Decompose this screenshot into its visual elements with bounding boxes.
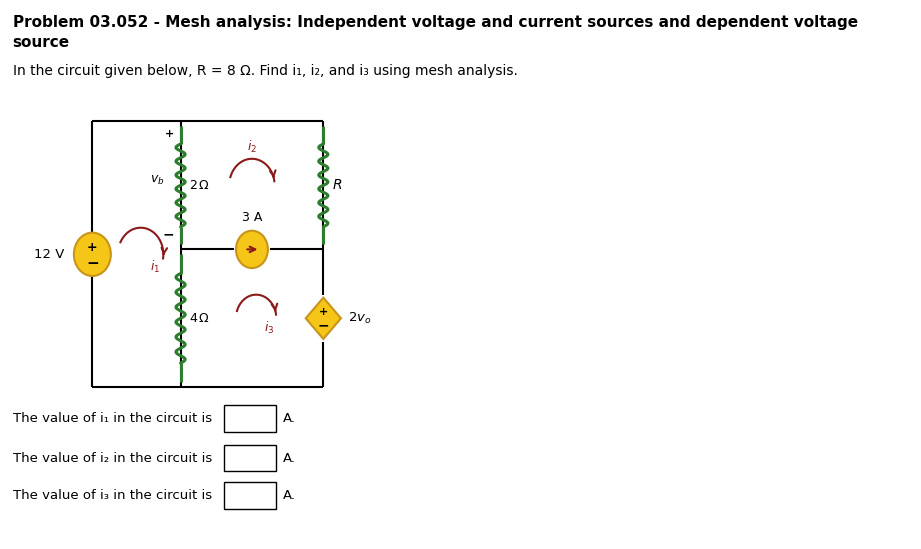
Text: −: − (318, 319, 329, 333)
Text: $i_3$: $i_3$ (263, 320, 274, 337)
Bar (224, 483, 276, 509)
Text: −: − (162, 228, 174, 242)
Text: +: + (319, 307, 328, 317)
Bar (224, 406, 276, 432)
Circle shape (236, 231, 268, 268)
Text: The value of i₁ in the circuit is: The value of i₁ in the circuit is (13, 412, 212, 425)
Text: $R$: $R$ (332, 178, 342, 192)
Text: +: + (87, 241, 98, 254)
Text: source: source (13, 35, 70, 50)
Text: $v_b$: $v_b$ (150, 174, 165, 187)
Text: $2v_o$: $2v_o$ (348, 311, 371, 326)
Text: $i_1$: $i_1$ (150, 259, 160, 276)
Text: A.: A. (283, 412, 296, 425)
Text: 12 V: 12 V (34, 248, 64, 261)
Text: A.: A. (283, 452, 296, 464)
Text: In the circuit given below, R = 8 Ω. Find i₁, i₂, and i₃ using mesh analysis.: In the circuit given below, R = 8 Ω. Fin… (13, 64, 518, 79)
Text: −: − (86, 256, 99, 271)
Text: A.: A. (283, 489, 296, 502)
Text: $4\,\Omega$: $4\,\Omega$ (189, 312, 210, 325)
Text: The value of i₃ in the circuit is: The value of i₃ in the circuit is (13, 489, 212, 502)
Text: +: + (165, 129, 174, 139)
Bar (224, 445, 276, 472)
Text: 3 A: 3 A (241, 211, 262, 224)
Text: $2\,\Omega$: $2\,\Omega$ (189, 179, 210, 192)
Text: Problem 03.052 - Mesh analysis: Independent voltage and current sources and depe: Problem 03.052 - Mesh analysis: Independ… (13, 15, 857, 30)
Circle shape (74, 233, 111, 276)
Polygon shape (306, 298, 341, 339)
Text: $i_2$: $i_2$ (247, 139, 257, 155)
Text: The value of i₂ in the circuit is: The value of i₂ in the circuit is (13, 452, 212, 464)
